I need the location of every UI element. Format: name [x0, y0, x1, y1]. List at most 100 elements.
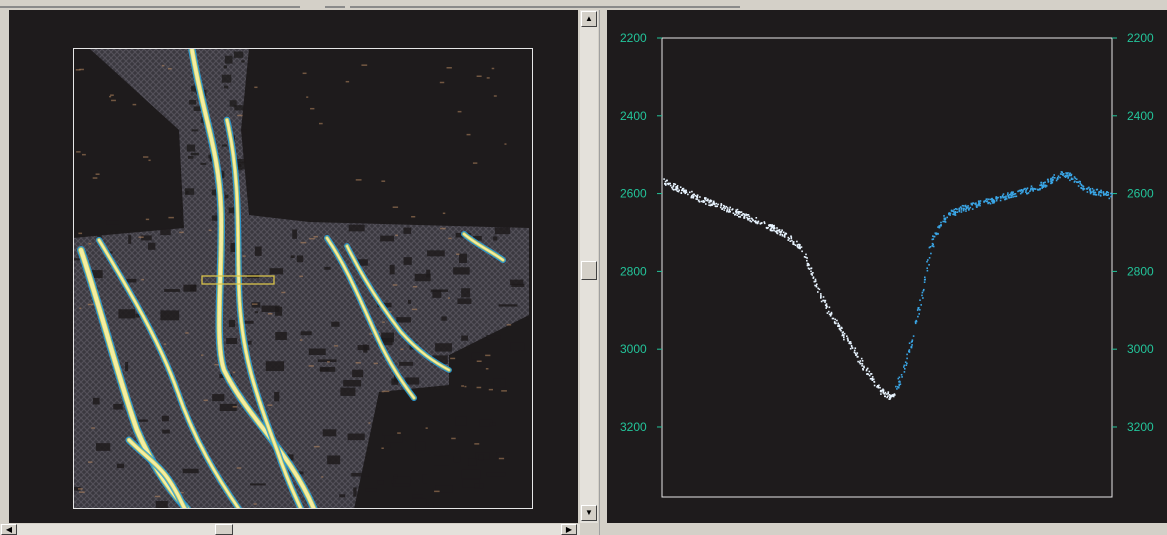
scatter-point [831, 317, 834, 320]
scatter-point [996, 197, 998, 199]
scroll-down-button[interactable]: ▼ [581, 505, 597, 521]
scatter-point [997, 196, 999, 199]
scatter-point [943, 217, 946, 220]
scatter-point [962, 205, 965, 207]
scatter-point [850, 342, 852, 345]
scatter-point [710, 204, 713, 206]
horizontal-scroll-thumb[interactable] [215, 524, 233, 535]
scatter-point [1102, 191, 1105, 193]
scatter-point [921, 294, 923, 297]
scatter-point [833, 321, 836, 323]
scatter-point [728, 211, 730, 213]
scatter-point [898, 383, 900, 386]
scatter-point [987, 201, 990, 204]
scroll-up-button[interactable]: ▲ [581, 11, 597, 27]
scatter-point [1021, 189, 1023, 192]
scatter-point [754, 220, 757, 222]
scatter-point [919, 309, 921, 311]
scatter-point [946, 216, 948, 219]
scatter-point [952, 213, 954, 216]
scatter-point [1051, 176, 1054, 179]
scatter-point [815, 284, 817, 287]
scatter-point [1008, 194, 1011, 196]
scatter-point [1100, 190, 1102, 192]
scatter-point [729, 206, 731, 209]
scroll-left-button[interactable]: ◀ [1, 524, 17, 535]
channel-east-2-core [346, 245, 450, 371]
vertical-scroll-thumb[interactable] [581, 261, 597, 280]
scatter-point [933, 235, 935, 238]
profile-selection-box[interactable] [201, 275, 275, 285]
scatter-point [974, 202, 976, 205]
scatter-point [672, 189, 675, 191]
scatter-point [723, 209, 726, 211]
scatter-point [694, 194, 697, 197]
scatter-point [1014, 195, 1016, 198]
scatter-point [898, 381, 900, 383]
scatter-point [871, 376, 874, 378]
map-view-pane[interactable] [9, 10, 578, 523]
scatter-point [872, 378, 875, 380]
scatter-point [928, 246, 931, 249]
scatter-point [816, 283, 818, 286]
scatter-point [879, 386, 881, 389]
scatter-point [884, 395, 886, 397]
scatter-point [953, 208, 956, 211]
scatter-point [1041, 186, 1043, 189]
scatter-point [699, 196, 701, 198]
scatter-point [751, 217, 753, 220]
scatter-point [937, 226, 939, 228]
scatter-point [726, 209, 729, 211]
scatter-point [1012, 191, 1014, 193]
scatter-point [938, 225, 940, 227]
scatter-point [1039, 184, 1041, 187]
scatter-point [967, 206, 969, 209]
scatter-point [672, 184, 675, 187]
scatter-point [922, 289, 925, 292]
scatter-point [728, 209, 731, 211]
scatter-point [1057, 175, 1060, 177]
scatter-point [698, 199, 700, 202]
scatter-point [952, 210, 955, 212]
scatter-point [674, 183, 677, 186]
pane-splitter[interactable] [599, 10, 606, 535]
scroll-right-button[interactable]: ▶ [561, 524, 577, 535]
scatter-point [738, 211, 741, 213]
scatter-point [896, 388, 898, 390]
scatter-point [1066, 172, 1068, 175]
scatter-point [837, 324, 840, 327]
scatter-point [993, 201, 995, 203]
scatter-point [709, 200, 712, 203]
scatter-point [939, 224, 942, 227]
scatter-point [690, 196, 693, 198]
scatter-point [708, 204, 710, 206]
scatter-point [1078, 180, 1081, 183]
profile-view-pane[interactable]: 2200 2200 2400 2400 2600 2600 2800 2800 3000 3000… [607, 10, 1167, 523]
scatter-point [914, 322, 917, 325]
map-vertical-scrollbar[interactable]: ▲ ▼ [580, 10, 598, 523]
scatter-point [748, 215, 751, 218]
scatter-point [708, 201, 710, 204]
attribute-map-canvas[interactable] [9, 10, 578, 523]
scatter-point [978, 202, 980, 205]
scatter-point [1002, 196, 1004, 199]
scatter-point [738, 215, 740, 218]
scatter-point [928, 257, 931, 259]
scatter-point [1042, 183, 1045, 185]
scatter-point [676, 186, 678, 188]
scatter-point [1026, 187, 1029, 189]
scatter-point [790, 235, 792, 237]
scatter-point [837, 325, 839, 327]
map-horizontal-scrollbar[interactable]: ◀ ▶ [0, 524, 580, 535]
scatter-point [827, 310, 830, 313]
scatter-point [778, 231, 781, 233]
scatter-point [857, 360, 859, 363]
scatter-point [810, 273, 813, 275]
scatter-point [739, 211, 742, 214]
scatter-point [967, 205, 969, 207]
scatter-point [965, 210, 967, 212]
scatter-point [1009, 196, 1011, 199]
scatter-point [737, 212, 740, 214]
scatter-point [958, 207, 961, 210]
scatter-point [962, 209, 965, 212]
